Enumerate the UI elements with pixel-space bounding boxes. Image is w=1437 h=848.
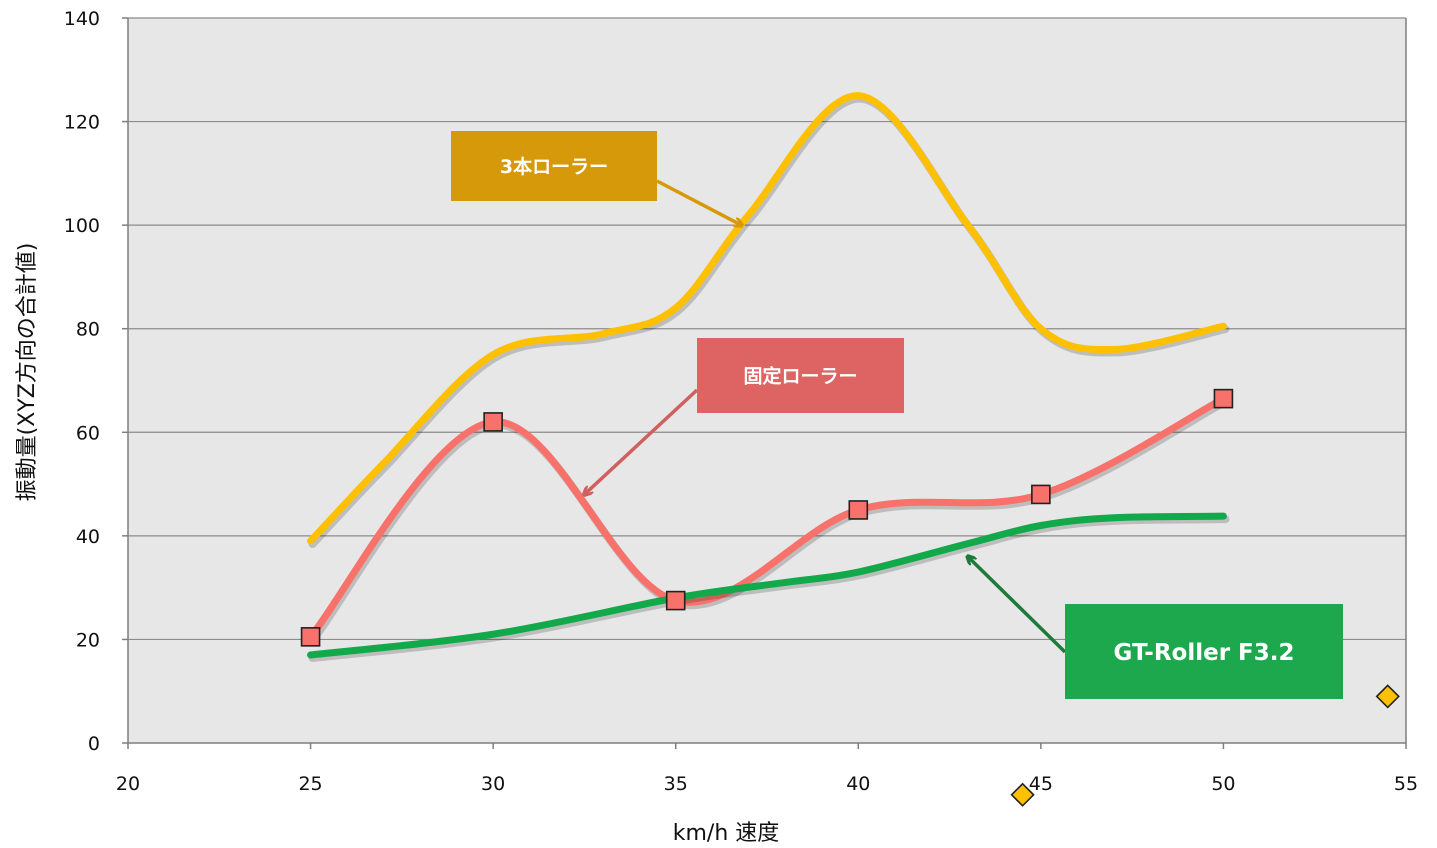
x-tick-label: 30 <box>481 773 505 795</box>
data-point-marker <box>848 500 869 520</box>
callout-arrow <box>584 388 699 494</box>
x-tick-label: 20 <box>116 773 140 795</box>
y-tick-label: 40 <box>76 526 100 548</box>
callout-label: GT-Roller F3.2 <box>1113 640 1294 666</box>
callout-label: 3本ローラー <box>500 155 608 178</box>
callout-arrow <box>656 179 741 225</box>
y-tick-label: 120 <box>64 112 100 134</box>
callout-label: 固定ローラー <box>743 364 857 387</box>
stray-diamond-marker <box>1010 782 1035 807</box>
series-line <box>307 512 1227 659</box>
series-line <box>307 92 1227 545</box>
x-tick-label: 45 <box>1029 773 1053 795</box>
x-tick-label: 50 <box>1211 773 1235 795</box>
data-point-marker <box>1213 388 1234 409</box>
callout-box <box>697 338 904 413</box>
x-tick-label: 55 <box>1394 773 1418 795</box>
callout-1: 3本ローラー <box>451 131 741 225</box>
series-layer <box>307 92 1230 662</box>
gridlines <box>128 17 1406 641</box>
stray-diamond-marker <box>1375 684 1400 709</box>
y-axis-title: 振動量(XYZ方向の合計値) <box>15 243 40 502</box>
series-3 <box>307 512 1230 662</box>
y-tick-label: 0 <box>88 733 100 755</box>
axes <box>127 18 1407 744</box>
data-point-marker <box>665 590 686 611</box>
y-tick-label: 100 <box>64 215 100 237</box>
marker-layer <box>300 388 1400 807</box>
x-axis-title: km/h 速度 <box>673 821 780 846</box>
x-tick-label: 35 <box>664 773 688 795</box>
callout-3: GT-Roller F3.2 <box>968 557 1343 699</box>
callout-2: 固定ローラー <box>584 338 904 494</box>
y-tick-label: 20 <box>76 629 100 651</box>
x-tick-label: 40 <box>846 773 870 795</box>
data-point-marker <box>1031 484 1051 505</box>
y-tick-label: 80 <box>76 319 100 341</box>
y-tick-label: 140 <box>64 8 100 30</box>
x-tick-label: 25 <box>298 773 322 795</box>
data-point-marker <box>300 627 321 647</box>
series-1 <box>307 92 1230 549</box>
callout-box <box>1065 604 1343 699</box>
y-tick-label: 60 <box>76 422 100 444</box>
callout-arrow <box>968 557 1067 654</box>
callout-box <box>451 131 657 201</box>
data-point-marker <box>483 412 503 432</box>
y-axis-ticks: 0 20 40 60 80 100 120 140 <box>64 8 128 755</box>
x-axis-ticks: 20 25 30 35 40 45 50 55 <box>116 743 1418 795</box>
